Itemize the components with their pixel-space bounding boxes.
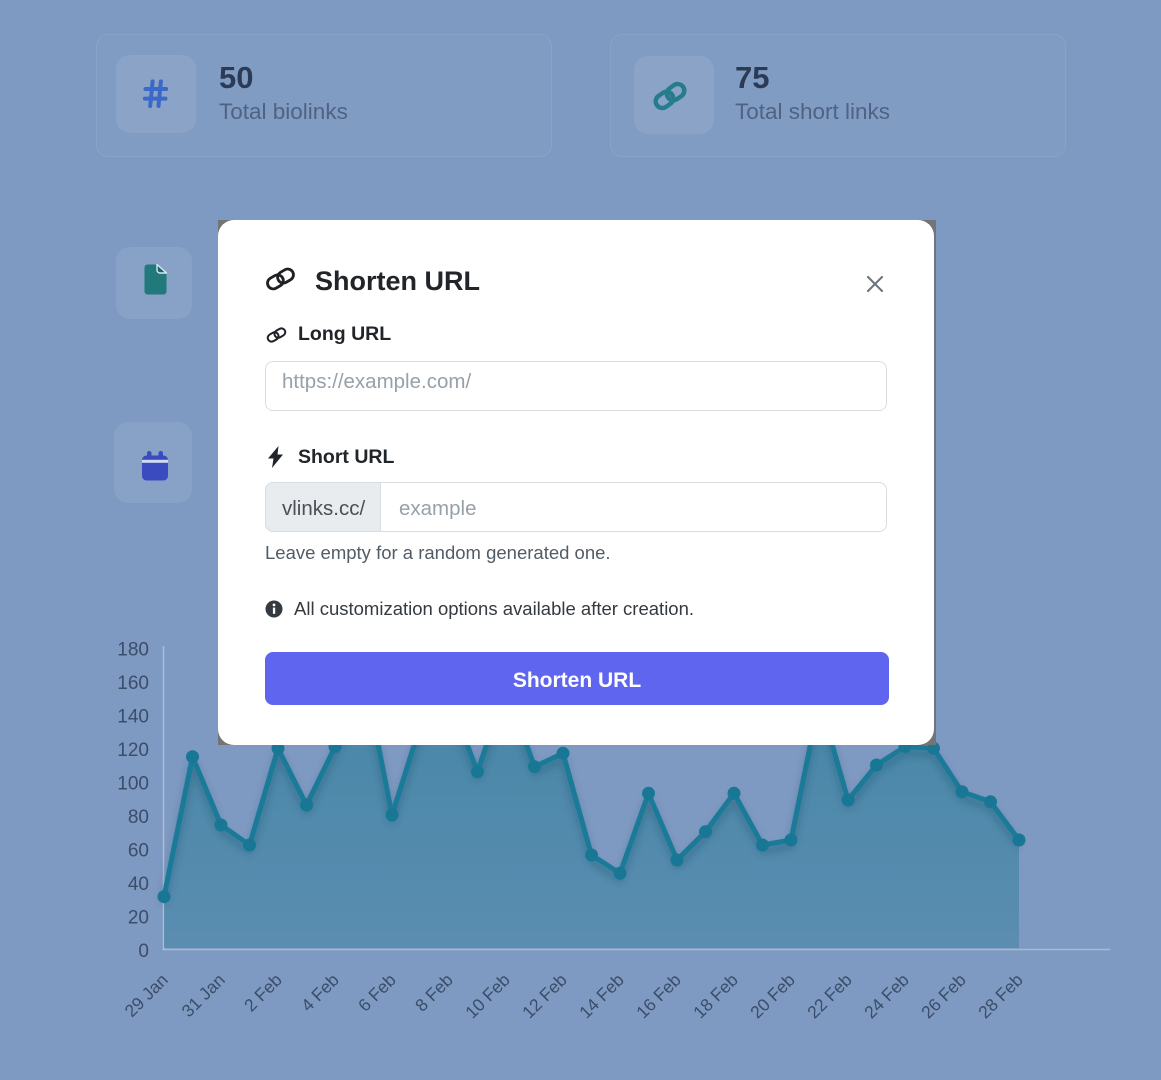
svg-text:20: 20 [128, 908, 149, 929]
svg-text:16 Feb: 16 Feb [632, 970, 685, 1023]
svg-text:180: 180 [117, 640, 149, 661]
svg-text:120: 120 [117, 740, 149, 761]
svg-text:100: 100 [117, 774, 149, 795]
svg-text:4 Feb: 4 Feb [297, 970, 343, 1016]
svg-text:60: 60 [128, 841, 149, 862]
svg-text:160: 160 [117, 673, 149, 694]
svg-text:18 Feb: 18 Feb [689, 970, 742, 1023]
svg-text:29 Jan: 29 Jan [121, 970, 172, 1021]
svg-text:40: 40 [128, 874, 149, 895]
svg-text:80: 80 [128, 807, 149, 828]
svg-text:20 Feb: 20 Feb [746, 970, 799, 1023]
svg-text:24 Feb: 24 Feb [860, 970, 913, 1023]
svg-text:0: 0 [138, 941, 149, 962]
svg-text:12 Feb: 12 Feb [518, 970, 571, 1023]
svg-text:26 Feb: 26 Feb [917, 970, 970, 1023]
svg-text:8 Feb: 8 Feb [411, 970, 457, 1016]
svg-text:28 Feb: 28 Feb [974, 970, 1027, 1023]
svg-text:10 Feb: 10 Feb [461, 970, 514, 1023]
svg-text:6 Feb: 6 Feb [354, 970, 400, 1016]
svg-text:22 Feb: 22 Feb [803, 970, 856, 1023]
svg-text:140: 140 [117, 707, 149, 728]
svg-text:31 Jan: 31 Jan [178, 970, 229, 1021]
svg-text:2 Feb: 2 Feb [240, 970, 286, 1016]
svg-text:14 Feb: 14 Feb [575, 970, 628, 1023]
